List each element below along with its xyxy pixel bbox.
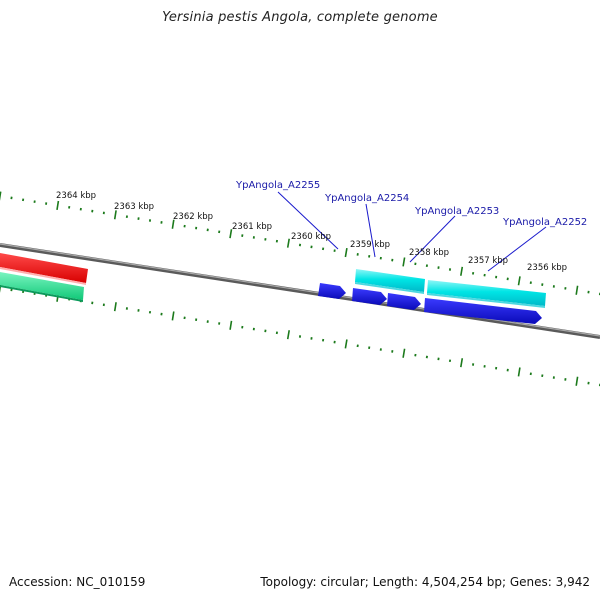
gene-labels: YpAngola_A2255 YpAngola_A2254 YpAngola_A… xyxy=(235,180,587,228)
accession-label: Accession: NC_010159 xyxy=(9,575,146,589)
major-tick xyxy=(171,311,175,321)
tick-label: 2364 kbp xyxy=(56,191,96,201)
major-tick xyxy=(0,191,2,201)
major-tick xyxy=(575,285,579,295)
tick-label: 2357 kbp xyxy=(468,256,508,266)
leader-lines xyxy=(277,191,547,272)
major-tick xyxy=(229,229,233,239)
gene-forward-2 xyxy=(427,280,546,308)
red-feature xyxy=(0,253,88,285)
major-tick xyxy=(460,358,464,368)
major-tick xyxy=(113,302,117,312)
gene-label-a2253: YpAngola_A2253 xyxy=(414,206,499,217)
major-tick xyxy=(402,348,406,358)
leader-line-a2253 xyxy=(409,215,456,263)
gene-reverse-2 xyxy=(352,288,387,305)
major-tick xyxy=(402,257,406,267)
major-tick xyxy=(517,367,521,377)
leader-line-a2254 xyxy=(365,203,376,258)
major-tick xyxy=(229,320,233,330)
green-feature xyxy=(0,272,84,302)
tick-label: 2362 kbp xyxy=(173,212,213,222)
major-tick xyxy=(286,330,290,340)
leader-line-a2252 xyxy=(487,226,547,272)
major-tick xyxy=(517,276,521,286)
gene-forward-1 xyxy=(355,269,425,294)
tick-label: 2363 kbp xyxy=(114,202,154,212)
tick-label: 2361 kbp xyxy=(232,222,272,232)
tick-label: 2358 kbp xyxy=(409,248,449,258)
gene-reverse-4 xyxy=(424,298,542,324)
tick-labels: 2364 kbp 2363 kbp 2362 kbp 2361 kbp 2360… xyxy=(56,191,567,273)
major-tick xyxy=(575,376,579,386)
major-tick xyxy=(171,219,175,229)
genome-backbone-highlight xyxy=(0,243,600,337)
gene-label-a2255: YpAngola_A2255 xyxy=(235,180,320,191)
major-tick xyxy=(460,266,464,276)
genome-summary: Topology: circular; Length: 4,504,254 bp… xyxy=(260,575,590,589)
gene-reverse-3 xyxy=(387,293,421,310)
outer-tick-ruler xyxy=(0,191,600,296)
gene-label-a2254: YpAngola_A2254 xyxy=(324,193,409,204)
major-tick xyxy=(344,247,348,258)
major-tick xyxy=(286,238,290,248)
major-tick xyxy=(344,339,348,349)
gene-reverse-1 xyxy=(318,283,346,299)
map-title: Yersinia pestis Angola, complete genome xyxy=(162,10,438,25)
genome-backbone xyxy=(0,243,600,339)
tick-label: 2359 kbp xyxy=(350,240,390,250)
tick-label: 2360 kbp xyxy=(291,232,331,242)
major-tick xyxy=(56,200,60,211)
tick-label: 2356 kbp xyxy=(527,263,567,273)
leader-line-a2255 xyxy=(277,191,339,250)
major-tick xyxy=(113,210,117,220)
gene-label-a2252: YpAngola_A2252 xyxy=(502,217,587,228)
